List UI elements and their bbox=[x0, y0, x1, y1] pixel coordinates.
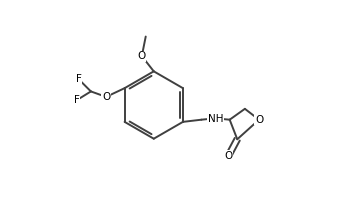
Text: O: O bbox=[102, 92, 110, 102]
Text: O: O bbox=[224, 151, 233, 161]
Text: F: F bbox=[74, 95, 80, 105]
Text: O: O bbox=[255, 115, 263, 125]
Text: F: F bbox=[76, 74, 82, 85]
Text: NH: NH bbox=[208, 114, 223, 124]
Text: O: O bbox=[138, 51, 146, 61]
